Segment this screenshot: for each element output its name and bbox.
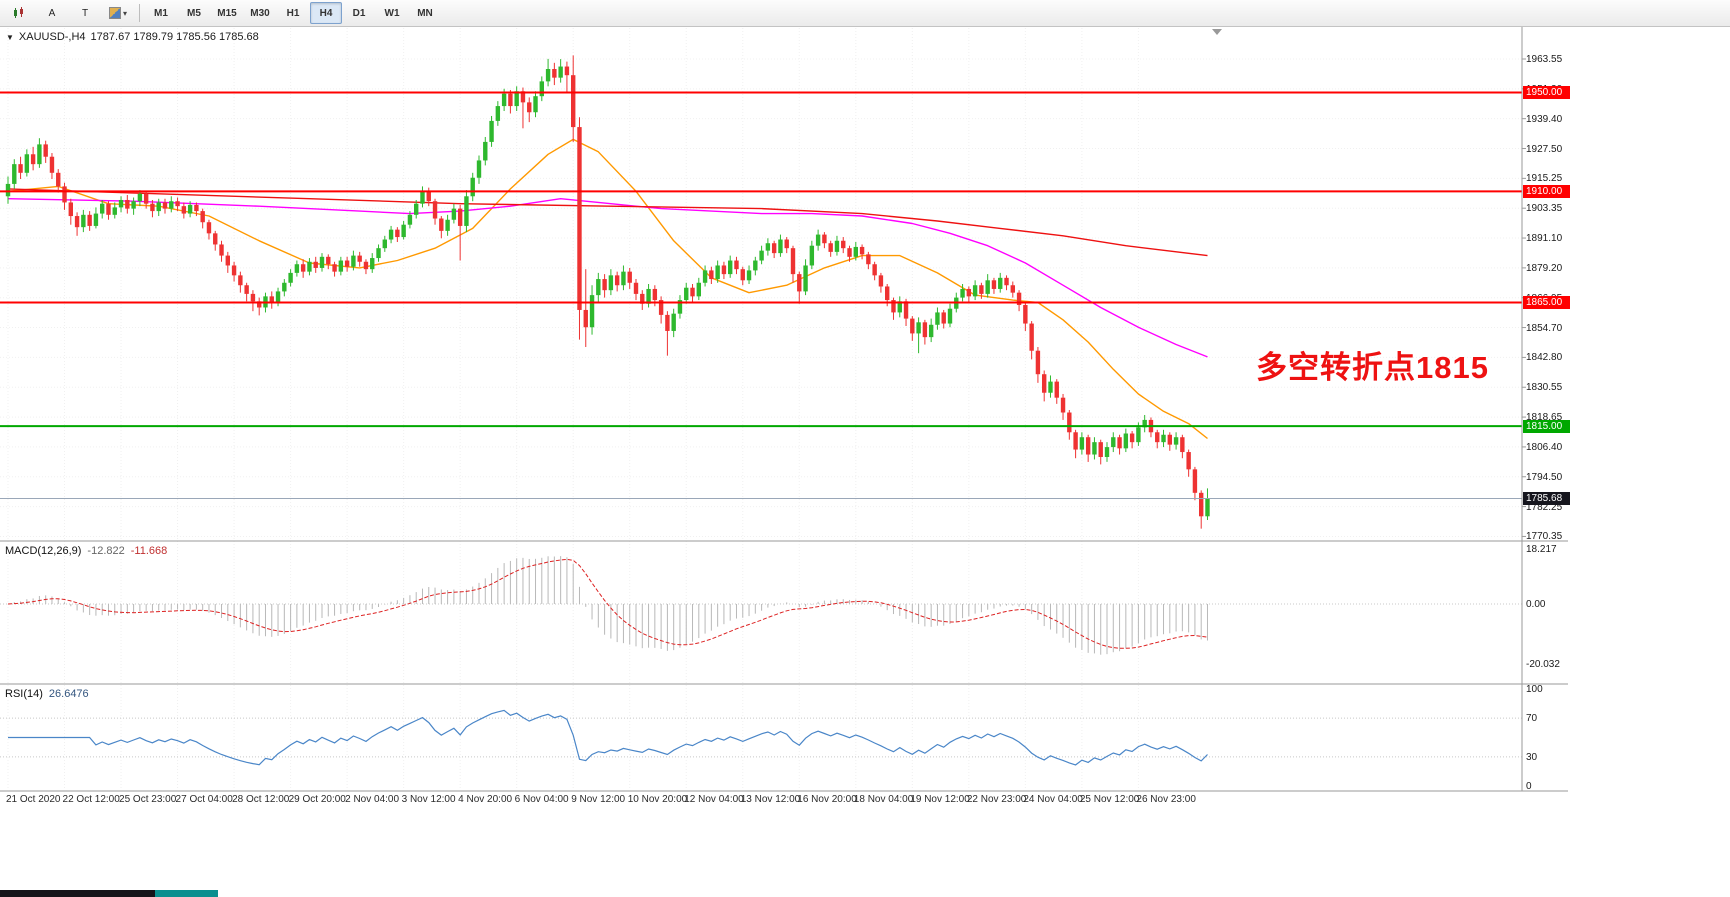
ma-slow-red [7, 188, 1208, 257]
toolbar-separator [139, 4, 140, 22]
moving-averages-layer [7, 138, 1208, 440]
hlines-layer [0, 91, 1522, 500]
frame-layer [0, 26, 1568, 792]
timeframe-h4-button[interactable]: H4 [310, 2, 342, 24]
macd-title: MACD(12,26,9) [5, 545, 82, 557]
timeframe-m15-button[interactable]: M15 [217, 7, 237, 19]
candles-layer [5, 55, 1210, 529]
symbol-header: ▼ XAUUSD-,H4 1787.67 1789.79 1785.56 178… [6, 31, 259, 43]
rsi-layer [0, 709, 1522, 766]
annotation-text: 多空转折点1815 [1256, 350, 1489, 385]
toolbar-icon-group: A T ▾ [3, 2, 134, 24]
taskbar-fragment-dark [0, 890, 155, 897]
ma-fast-orange [7, 138, 1208, 440]
macd-main-value: -12.822 [87, 545, 125, 557]
chart-shift-marker[interactable] [1212, 29, 1222, 35]
chevron-down-icon: ▾ [122, 8, 127, 18]
macd-layer [0, 556, 1522, 655]
rsi-title: RSI(14) [5, 688, 43, 700]
toolbar: A T ▾ M1 M5 M15 M30 H1 H4 D1 W1 MN [0, 0, 1730, 27]
timeframe-button-group: M1 M5 M15 M30 H1 H4 D1 W1 MN [145, 2, 441, 24]
macd-panel-label: MACD(12,26,9) -12.822 -11.668 [5, 545, 167, 557]
timeframe-m30-button[interactable]: M30 [250, 7, 270, 19]
candlestick-icon [14, 7, 23, 18]
ma-mid-magenta [7, 197, 1208, 358]
text-tool-button[interactable]: T [81, 7, 89, 19]
taskbar-fragment-teal [155, 890, 218, 897]
timeframe-mn-button[interactable]: MN [417, 7, 433, 19]
macd-signal-line [7, 558, 1208, 649]
timeframe-h1-button[interactable]: H1 [286, 7, 300, 19]
rsi-line [8, 709, 1208, 766]
symbol-ohlc-values: 1787.67 1789.79 1785.56 1785.68 [90, 31, 259, 43]
timeframe-m1-button[interactable]: M1 [154, 7, 168, 19]
rsi-value: 26.6476 [48, 688, 89, 700]
rsi-panel-label: RSI(14) 26.6476 [5, 688, 89, 700]
timeframe-m5-button[interactable]: M5 [187, 7, 201, 19]
timeframe-d1-button[interactable]: D1 [352, 7, 366, 19]
timeframe-w1-button[interactable]: W1 [384, 7, 400, 19]
symbol-title: XAUUSD-,H4 [18, 31, 86, 43]
style-dropdown-button[interactable]: ▾ [102, 2, 134, 24]
annotation-a-button[interactable]: A [48, 7, 56, 19]
collapse-arrow-icon[interactable]: ▼ [6, 32, 14, 42]
chart-type-button[interactable] [3, 2, 35, 24]
palette-icon [108, 7, 121, 19]
macd-signal-value: -11.668 [130, 545, 168, 557]
grid-layer [0, 28, 1522, 789]
